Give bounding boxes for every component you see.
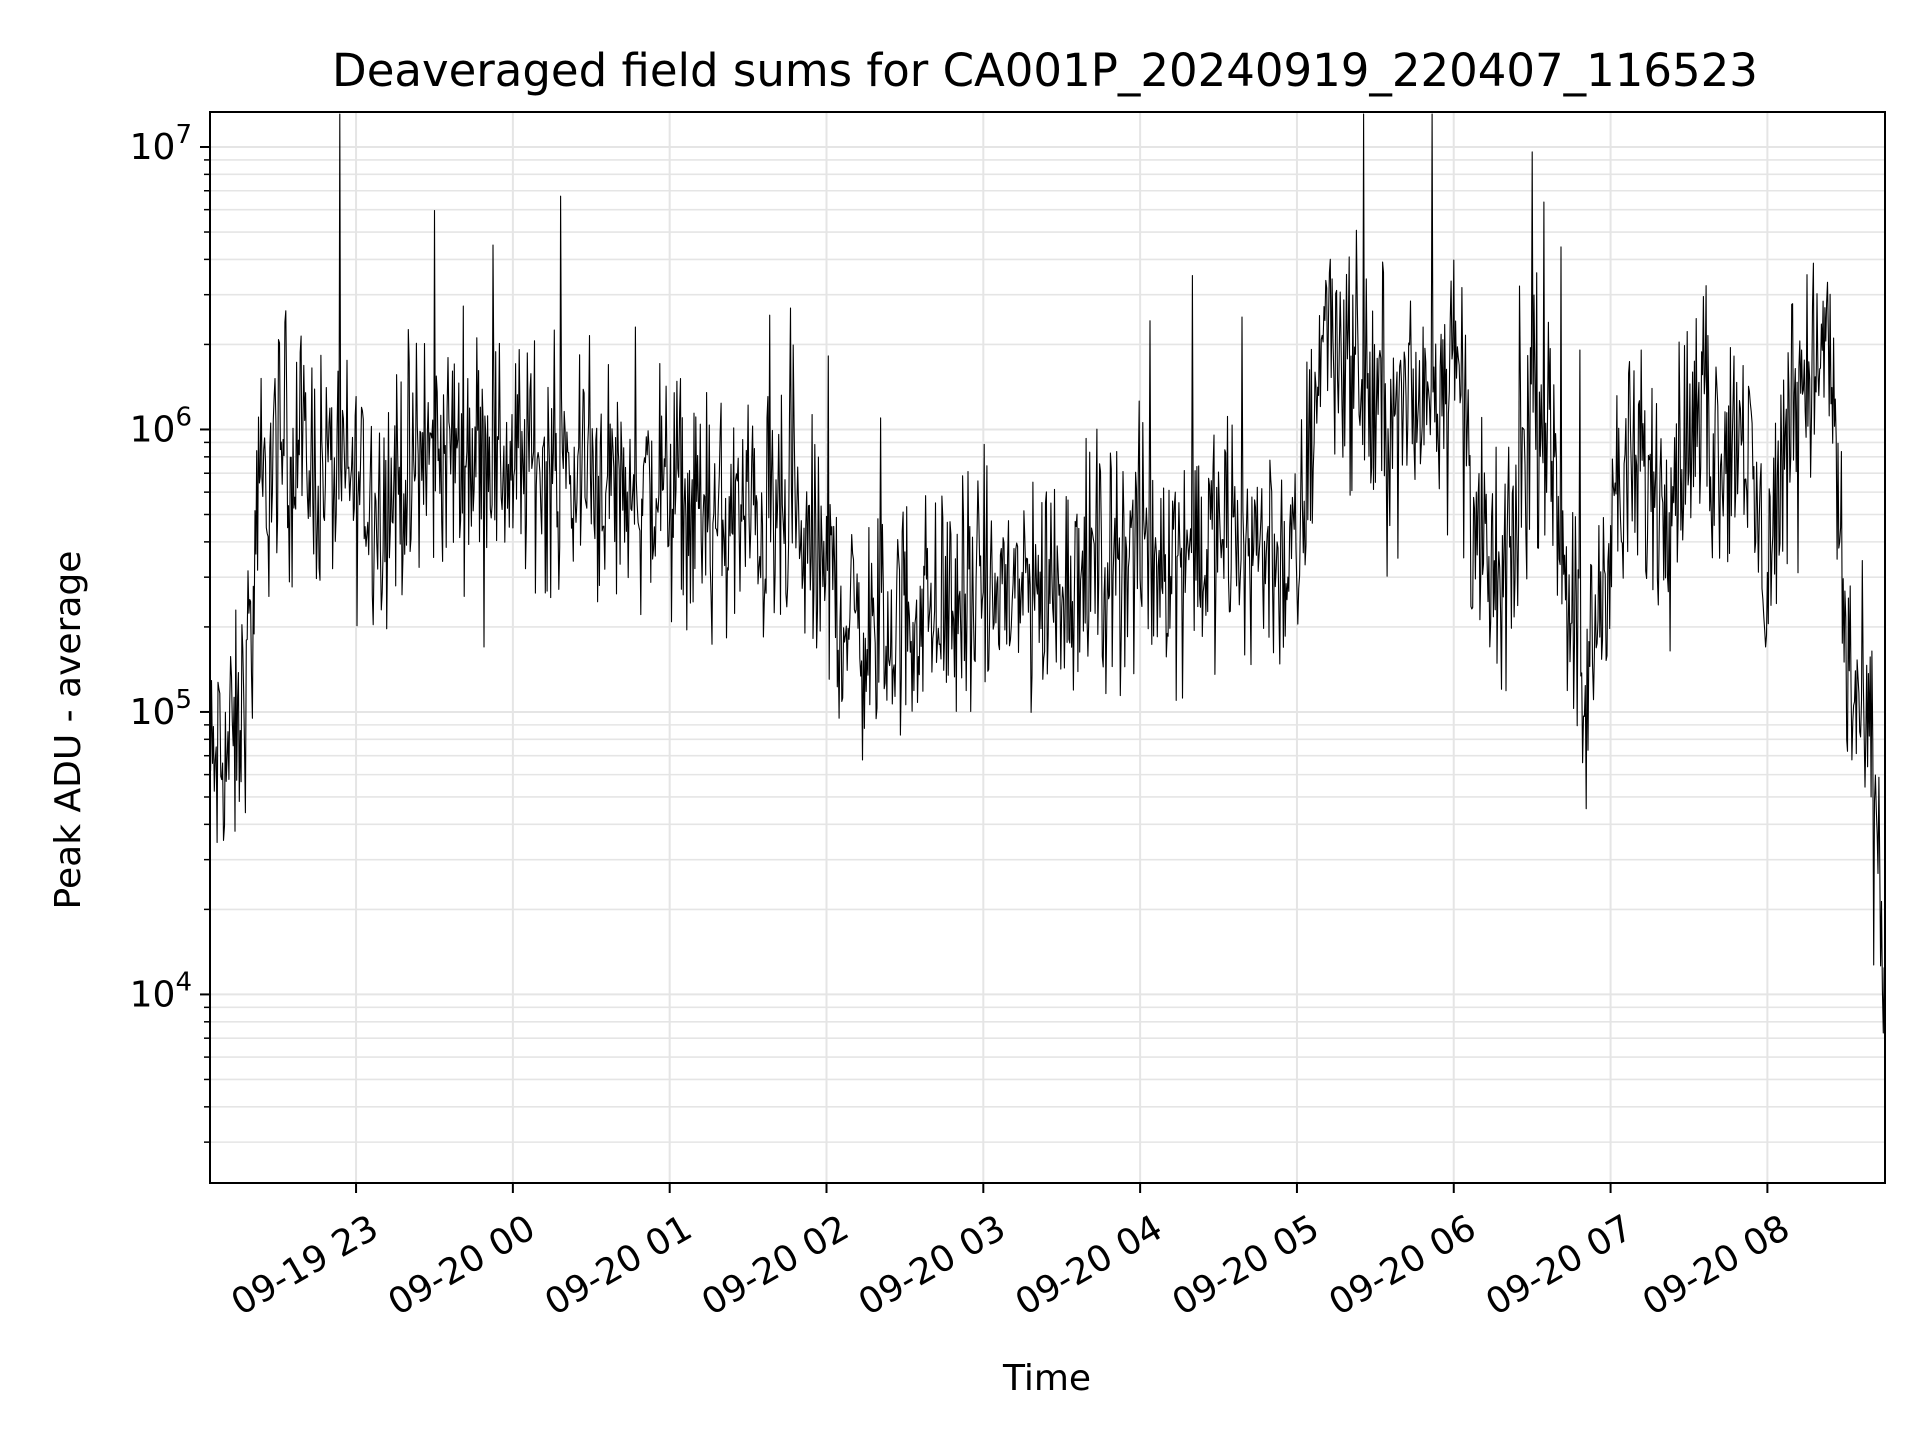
series-layer [209,113,1886,1034]
y-tick-label: 106 [130,402,192,450]
series-line-0 [209,113,1886,1034]
chart-title: Deaveraged field sums for CA001P_2024091… [332,44,1758,97]
y-tick-label: 104 [130,967,192,1015]
y-tick-label: 105 [130,685,192,733]
y-axis: 104 105 106 107 [130,120,210,1143]
y-axis-label: Peak ADU - average [48,551,89,910]
grid [210,112,1885,1183]
y-tick-label: 107 [130,120,192,168]
x-axis-label: Time [1002,1358,1091,1399]
plot-frame [209,111,1886,1184]
